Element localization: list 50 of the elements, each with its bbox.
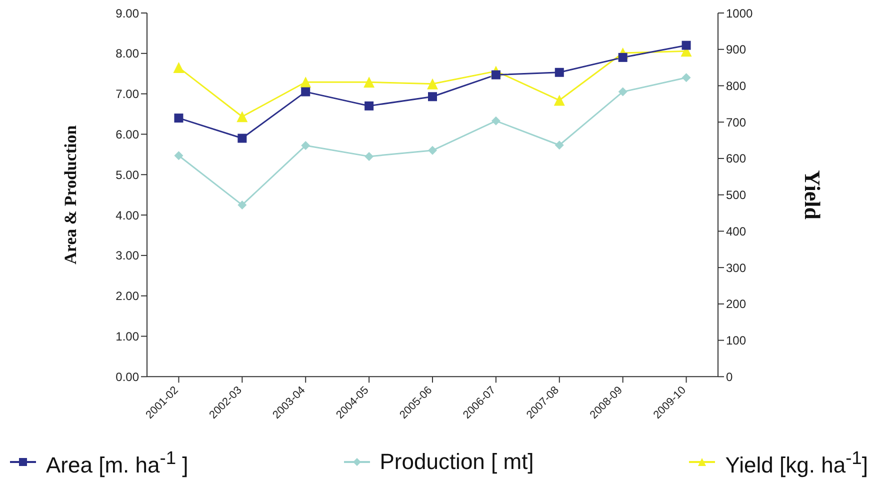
legend-label: Production [ mt] [380,449,534,476]
point [682,40,691,50]
y-axis-title: Area & Production [61,124,80,264]
point [364,76,375,88]
point [682,73,691,82]
y-tick-label: 4.00 [116,208,140,222]
y-tick-label: 2.00 [116,289,140,304]
y-tick-label: 1.00 [116,330,140,344]
legend-label: Area [m. ha$^{-1}$ ] [46,446,188,478]
point [618,52,628,62]
point [301,87,310,96]
point [428,146,437,155]
point [238,134,247,143]
y2-tick-label: 1000 [726,6,754,20]
point [364,101,374,110]
y2-tick-label: 700 [726,115,746,130]
y2-tick-label: 0 [726,370,733,384]
y-tick-label: 3.00 [116,248,140,263]
point [427,78,438,90]
y2-tick-label: 800 [726,78,746,93]
point [491,70,500,80]
point [173,62,184,74]
legend-label: Yield [kg. ha$^{-1}$] [725,446,868,478]
point [554,68,564,77]
point [364,152,374,161]
y-tick-label: 5.00 [116,168,140,182]
y-tick-label: 7.00 [116,87,140,102]
point [554,94,565,106]
point [618,87,628,96]
y2-tick-label: 300 [726,260,746,275]
point [238,200,247,210]
y-tick-label: 8.00 [116,46,140,61]
point [554,140,564,150]
y-tick-label: 0.00 [116,370,140,384]
y2-tick-label: 200 [726,297,746,312]
y-tick-label: 6.00 [116,127,140,142]
y2-tick-label: 500 [726,188,746,202]
y2-tick-label: 400 [726,224,746,238]
point [236,111,248,122]
point [174,151,184,160]
point [300,76,312,88]
point [428,92,437,102]
y2-axis-title: Yield [800,170,826,220]
y2-tick-label: 600 [726,152,746,166]
point [301,141,310,150]
y2-tick-label: 900 [726,42,746,57]
y-tick-label: 9.00 [116,6,140,20]
y2-tick-label: 100 [726,334,746,348]
point [174,114,184,123]
point [491,116,500,126]
